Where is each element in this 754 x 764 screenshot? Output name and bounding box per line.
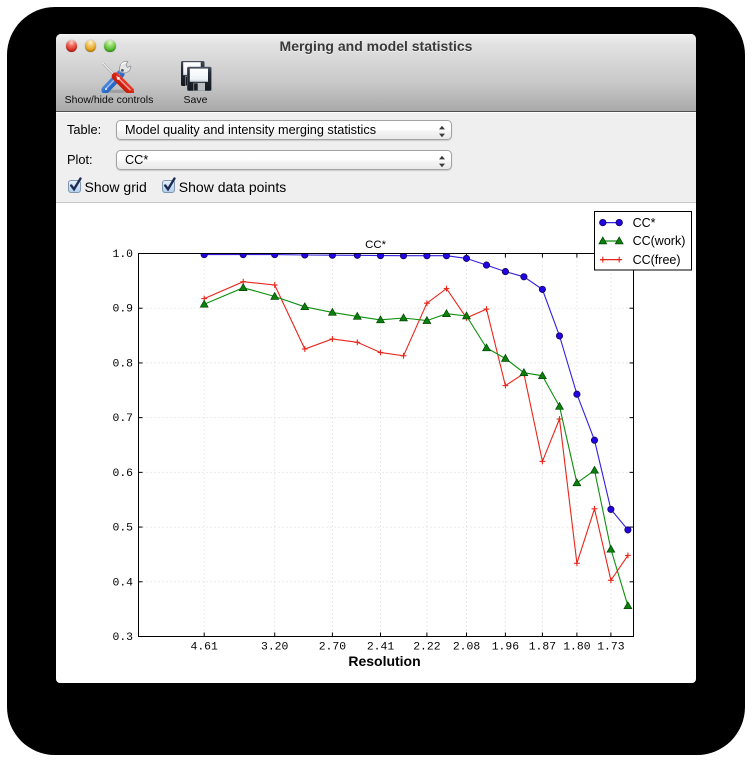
svg-text:2.08: 2.08: [453, 642, 481, 654]
svg-text:3.20: 3.20: [261, 642, 289, 654]
svg-text:2.22: 2.22: [413, 642, 441, 654]
svg-text:0.5: 0.5: [112, 523, 133, 535]
svg-text:1.96: 1.96: [492, 642, 520, 654]
svg-text:1.73: 1.73: [597, 642, 625, 654]
svg-text:2.70: 2.70: [319, 642, 347, 654]
svg-text:CC(work): CC(work): [633, 234, 686, 248]
svg-text:0.7: 0.7: [112, 413, 133, 425]
svg-text:0.4: 0.4: [112, 577, 133, 589]
svg-text:0.6: 0.6: [112, 468, 133, 480]
svg-text:1.87: 1.87: [529, 642, 556, 654]
svg-text:CC*: CC*: [633, 216, 656, 230]
svg-text:CC*: CC*: [365, 239, 386, 251]
svg-text:1.80: 1.80: [563, 642, 591, 654]
svg-text:2.41: 2.41: [367, 642, 395, 654]
svg-text:4.61: 4.61: [191, 642, 219, 654]
svg-text:0.8: 0.8: [112, 358, 133, 370]
svg-text:Resolution: Resolution: [348, 653, 420, 669]
svg-text:CC(free): CC(free): [633, 253, 681, 267]
svg-text:0.3: 0.3: [112, 632, 133, 644]
svg-text:1.0: 1.0: [112, 249, 133, 261]
svg-text:0.9: 0.9: [112, 304, 133, 316]
